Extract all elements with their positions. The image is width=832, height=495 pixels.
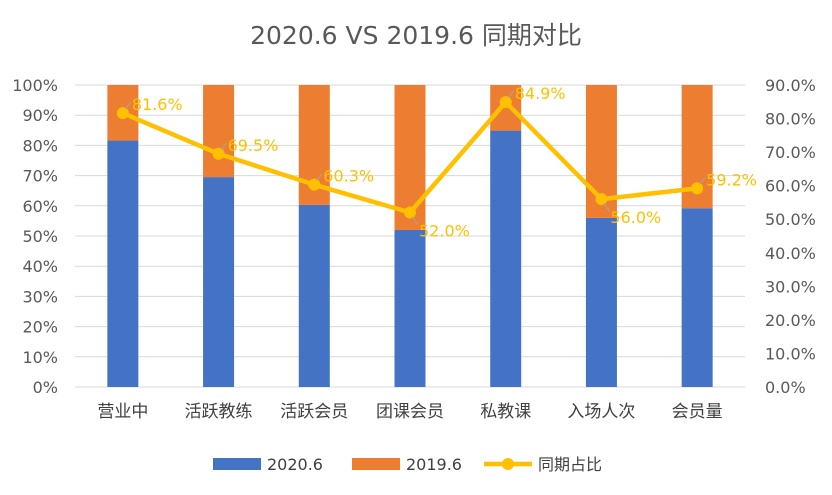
line-point bbox=[212, 147, 225, 160]
left-axis-tick-label: 80% bbox=[22, 136, 58, 155]
left-axis: 0% 10% 20% 30% 40% 50% 60% 70% 80% 90% 100% bbox=[12, 76, 58, 397]
right-axis-tick-label: 90.0% bbox=[765, 76, 816, 95]
legend: 2020.6 2019.6 同期占比 bbox=[213, 455, 602, 474]
data-label: 84.9% bbox=[515, 84, 566, 103]
bar-2020-6 bbox=[107, 140, 139, 387]
bar-2019-6 bbox=[203, 85, 235, 178]
bar-2020-6 bbox=[585, 217, 617, 387]
data-label-leader bbox=[124, 101, 132, 110]
category-label: 营业中 bbox=[97, 402, 148, 422]
right-axis: 0.0% 10.0% 20.0% 30.0% 40.0% 50.0% 60.0% 70.0% 8… bbox=[765, 76, 816, 397]
data-label-leader bbox=[411, 216, 419, 225]
right-axis-tick-label: 0.0% bbox=[765, 378, 806, 397]
category-label: 会员量 bbox=[672, 402, 723, 422]
left-axis-tick-label: 10% bbox=[22, 348, 58, 367]
left-axis-tick-label: 0% bbox=[33, 378, 58, 397]
bar-2020-6 bbox=[394, 229, 426, 387]
legend-label: 2019.6 bbox=[406, 455, 462, 474]
bar-2020-6 bbox=[490, 130, 522, 388]
data-label-leader bbox=[507, 90, 515, 99]
data-label: 56.0% bbox=[610, 208, 661, 227]
category-labels: 营业中 活跃教练 活跃会员 团课会员 私教课 入场人次 会员量 bbox=[97, 402, 722, 422]
legend-swatch bbox=[352, 458, 400, 470]
left-axis-tick-label: 70% bbox=[22, 167, 58, 186]
left-axis-tick-label: 20% bbox=[22, 318, 58, 337]
right-axis-tick-label: 10.0% bbox=[765, 344, 816, 363]
left-axis-tick-label: 60% bbox=[22, 197, 58, 216]
right-axis-tick-label: 40.0% bbox=[765, 244, 816, 263]
right-axis-tick-label: 70.0% bbox=[765, 143, 816, 162]
left-axis-tick-label: 30% bbox=[22, 287, 58, 306]
bar-2019-6 bbox=[394, 85, 426, 230]
data-label-leader bbox=[220, 142, 227, 151]
data-label: 59.2% bbox=[706, 170, 757, 189]
line-point bbox=[595, 193, 608, 206]
legend-label: 2020.6 bbox=[267, 455, 323, 474]
line-point bbox=[308, 178, 321, 191]
line-point bbox=[691, 182, 704, 195]
data-label-leader bbox=[603, 202, 610, 212]
chart-title: 2020.6 VS 2019.6 同期对比 bbox=[250, 21, 582, 50]
category-label: 团课会员 bbox=[376, 402, 444, 422]
bar-2020-6 bbox=[298, 204, 330, 387]
data-label: 60.3% bbox=[323, 167, 374, 186]
line-point bbox=[499, 96, 512, 109]
category-label: 私教课 bbox=[480, 402, 531, 422]
category-label: 入场人次 bbox=[567, 402, 635, 422]
category-label: 活跃教练 bbox=[185, 402, 253, 422]
legend-swatch bbox=[213, 458, 261, 470]
bar-2020-6 bbox=[681, 208, 713, 387]
data-label: 81.6% bbox=[132, 95, 183, 114]
data-label: 69.5% bbox=[228, 136, 279, 155]
data-label: 52.0% bbox=[419, 222, 470, 241]
category-label: 活跃会员 bbox=[280, 402, 348, 422]
data-label-leader bbox=[315, 173, 323, 181]
left-axis-tick-label: 50% bbox=[22, 227, 58, 246]
left-axis-tick-label: 100% bbox=[12, 76, 58, 95]
right-axis-tick-label: 30.0% bbox=[765, 277, 816, 296]
bar-2020-6 bbox=[203, 177, 235, 387]
legend-marker bbox=[502, 458, 514, 470]
line-series: 81.6% 69.5% 60.3% 52.0% 84.9% 56.0% 59.2% bbox=[116, 84, 757, 241]
left-axis-tick-label: 40% bbox=[22, 257, 58, 276]
legend-label: 同期占比 bbox=[538, 455, 602, 474]
line-point bbox=[404, 206, 416, 219]
right-axis-tick-label: 20.0% bbox=[765, 311, 816, 330]
right-axis-tick-label: 50.0% bbox=[765, 210, 816, 229]
line-point bbox=[116, 107, 129, 120]
right-axis-tick-label: 60.0% bbox=[765, 177, 816, 196]
left-axis-tick-label: 90% bbox=[22, 106, 58, 125]
right-axis-tick-label: 80.0% bbox=[765, 110, 816, 129]
data-label-leader bbox=[698, 177, 706, 185]
